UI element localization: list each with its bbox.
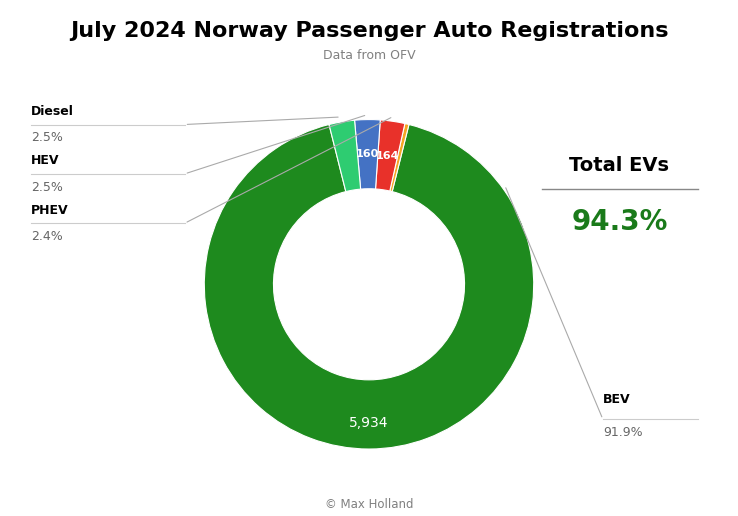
- Wedge shape: [376, 120, 405, 191]
- Wedge shape: [354, 120, 380, 189]
- Text: 94.3%: 94.3%: [571, 208, 668, 236]
- Text: Diesel: Diesel: [31, 105, 75, 118]
- Text: Data from OFV: Data from OFV: [323, 49, 415, 62]
- Text: 164: 164: [376, 151, 399, 160]
- Text: PHEV: PHEV: [31, 204, 69, 217]
- Text: 160: 160: [356, 149, 379, 159]
- Text: © Max Holland: © Max Holland: [325, 498, 413, 511]
- Text: 2.4%: 2.4%: [31, 230, 63, 243]
- Text: HEV: HEV: [31, 154, 60, 167]
- Wedge shape: [204, 124, 534, 449]
- Wedge shape: [329, 120, 361, 191]
- Text: Total EVs: Total EVs: [570, 156, 669, 175]
- Text: 2.5%: 2.5%: [31, 131, 63, 144]
- Wedge shape: [390, 123, 409, 191]
- Text: 5,934: 5,934: [349, 416, 389, 430]
- Text: 2.5%: 2.5%: [31, 181, 63, 194]
- Text: BEV: BEV: [603, 393, 630, 406]
- Text: 91.9%: 91.9%: [603, 426, 643, 439]
- Text: July 2024 Norway Passenger Auto Registrations: July 2024 Norway Passenger Auto Registra…: [70, 21, 668, 41]
